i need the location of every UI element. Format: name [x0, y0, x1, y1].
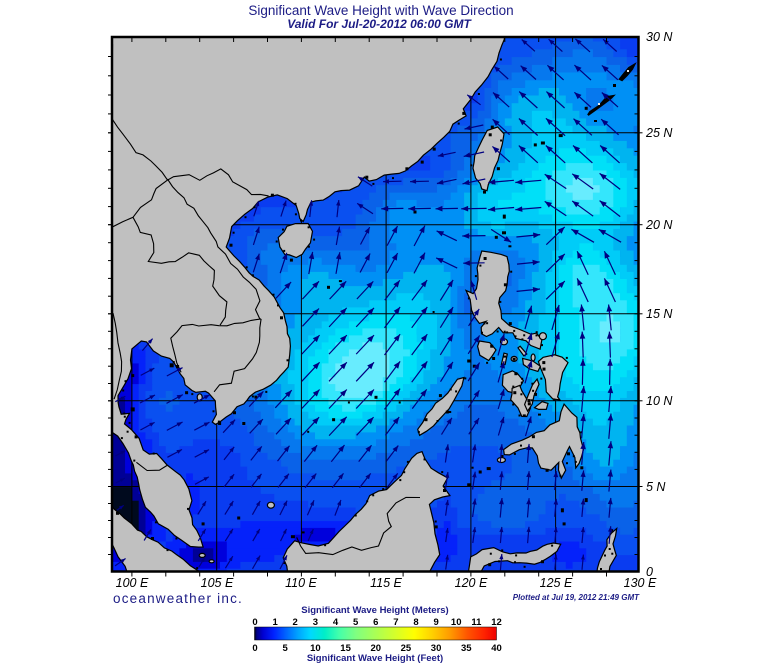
svg-text:15 N: 15 N: [646, 307, 673, 321]
svg-text:125 E: 125 E: [540, 576, 573, 590]
svg-text:115 E: 115 E: [370, 576, 402, 590]
svg-text:120 E: 120 E: [455, 576, 488, 590]
svg-text:2: 2: [293, 617, 298, 628]
svg-text:5: 5: [353, 617, 359, 628]
svg-text:10 N: 10 N: [646, 394, 673, 408]
svg-text:Significant Wave Height with W: Significant Wave Height with Wave Direct…: [248, 3, 513, 18]
svg-text:10: 10: [451, 617, 462, 628]
svg-text:35: 35: [461, 643, 472, 654]
svg-text:3: 3: [313, 617, 318, 628]
svg-text:11: 11: [471, 617, 482, 628]
svg-text:30: 30: [431, 643, 442, 654]
svg-text:10: 10: [310, 643, 321, 654]
svg-text:9: 9: [433, 617, 438, 628]
svg-text:40: 40: [491, 643, 502, 654]
svg-text:20: 20: [371, 643, 382, 654]
svg-text:oceanweather inc.: oceanweather inc.: [113, 591, 243, 606]
svg-text:1: 1: [272, 617, 278, 628]
svg-text:105 E: 105 E: [201, 576, 234, 590]
svg-text:100 E: 100 E: [116, 576, 149, 590]
svg-text:25 N: 25 N: [645, 126, 673, 140]
svg-text:5: 5: [283, 643, 289, 654]
svg-text:110 E: 110 E: [285, 576, 317, 590]
svg-text:0: 0: [252, 617, 257, 628]
svg-text:6: 6: [373, 617, 378, 628]
svg-text:5 N: 5 N: [646, 480, 666, 494]
svg-text:15: 15: [340, 643, 351, 654]
svg-text:Valid For Jul-20-2012 06:00 GM: Valid For Jul-20-2012 06:00 GMT: [287, 17, 472, 31]
svg-text:0: 0: [646, 565, 653, 579]
svg-text:Significant Wave Height (Feet): Significant Wave Height (Feet): [307, 653, 443, 664]
svg-text:12: 12: [491, 617, 502, 628]
svg-text:25: 25: [401, 643, 412, 654]
svg-text:7: 7: [393, 617, 398, 628]
svg-text:8: 8: [413, 617, 418, 628]
svg-text:0: 0: [252, 643, 257, 654]
svg-text:20 N: 20 N: [645, 218, 673, 232]
svg-text:Plotted at Jul 19, 2012 21:49: Plotted at Jul 19, 2012 21:49 GMT: [513, 593, 640, 602]
svg-text:Significant Wave Height (Meter: Significant Wave Height (Meters): [301, 605, 448, 616]
svg-text:30 N: 30 N: [646, 30, 673, 44]
svg-text:130 E: 130 E: [624, 576, 657, 590]
svg-text:4: 4: [333, 617, 339, 628]
